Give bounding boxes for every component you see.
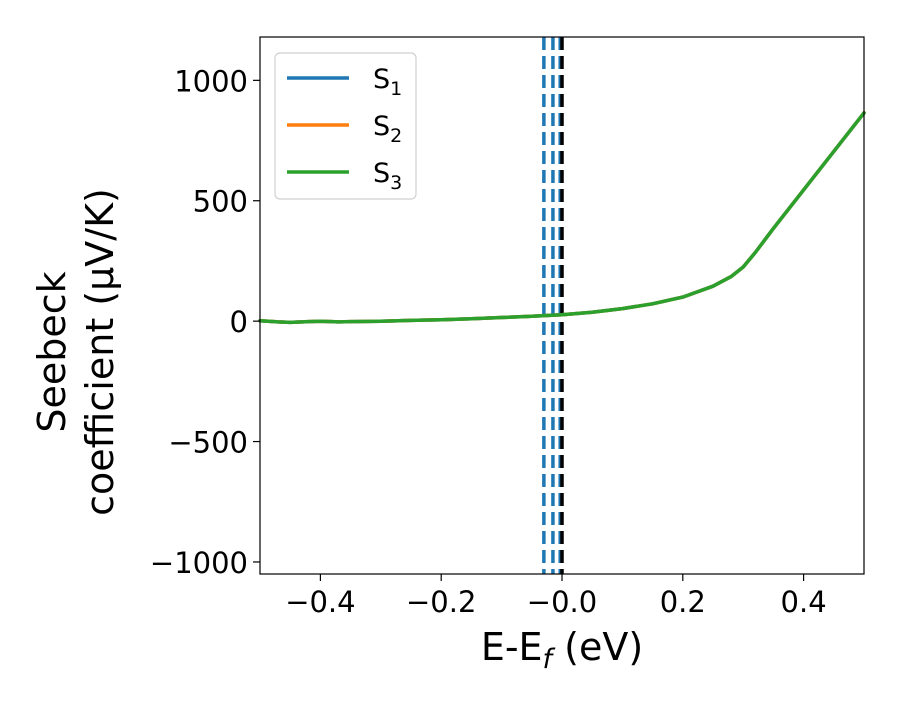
legend-label-s3: S3 (373, 158, 402, 194)
y-tick-label: −500 (168, 426, 248, 460)
x-axis-label: E-Ef (eV) (481, 625, 643, 675)
y-axis-label-line2: coefficient (μV/K) (78, 188, 122, 516)
y-axis-label: Seebeck coefficient (μV/K) (30, 188, 122, 516)
series-line-s3 (258, 111, 866, 325)
y-axis-label-line1: Seebeck (30, 271, 74, 432)
x-tick-label: 0.4 (781, 585, 827, 619)
x-axis-ticks: −0.4 −0.2 −0.0 0.2 0.4 (285, 574, 827, 619)
y-tick-label: 500 (193, 185, 248, 219)
legend-label-s1: S1 (373, 64, 402, 100)
x-tick-label: −0.4 (285, 585, 355, 619)
y-tick-label: 1000 (174, 64, 248, 98)
y-axis-ticks: −1000 −500 0 500 1000 (150, 64, 260, 580)
legend-label-s2: S2 (373, 111, 402, 147)
y-tick-label: 0 (230, 305, 248, 339)
x-tick-label: −0.0 (527, 585, 597, 619)
x-tick-label: 0.2 (660, 585, 706, 619)
legend: S1 S2 S3 (274, 52, 417, 200)
y-tick-label: −1000 (150, 546, 248, 580)
data-series (258, 111, 866, 325)
vertical-marker-lines (542, 37, 564, 574)
x-tick-label: −0.2 (406, 585, 476, 619)
